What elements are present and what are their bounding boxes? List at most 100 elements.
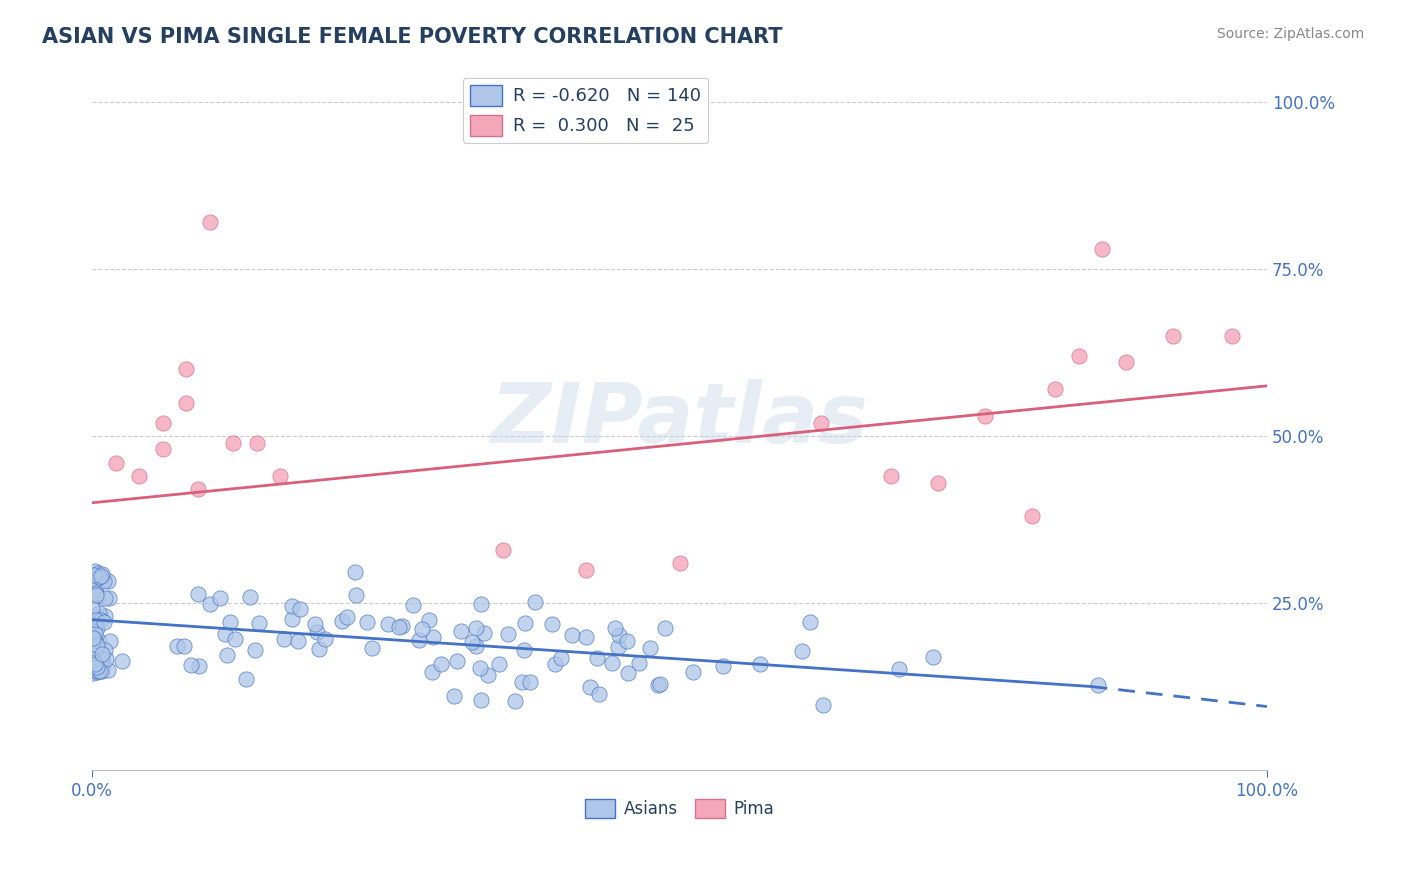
Point [243,642,266,657]
Point [82,575,104,590]
Point [84,657,107,671]
Point [472,626,495,640]
Point [344,588,367,602]
Point [87,566,110,580]
Point [104,456,127,470]
Point [603,621,626,635]
Point [1220,328,1243,343]
Point [246,435,269,450]
Point [574,563,596,577]
Point [235,672,257,686]
Point [387,620,409,634]
Point [314,632,336,646]
Point [1087,678,1109,692]
Point [607,628,630,642]
Point [749,657,772,672]
Legend: Asians, Pima: Asians, Pima [579,792,780,825]
Point [470,597,492,611]
Point [84,626,107,640]
Point [711,658,734,673]
Point [82,665,104,680]
Point [422,630,444,644]
Point [402,599,425,613]
Point [418,613,440,627]
Point [94,609,117,624]
Point [308,641,330,656]
Point [152,442,174,457]
Point [492,542,515,557]
Point [180,657,202,672]
Point [304,616,326,631]
Point [356,615,378,630]
Point [215,648,238,662]
Point [616,634,638,648]
Point [330,614,353,628]
Point [214,627,236,641]
Point [799,615,821,629]
Point [443,690,465,704]
Point [209,591,232,605]
Point [96,652,118,666]
Point [513,643,536,657]
Point [461,634,484,648]
Point [83,659,105,673]
Point [187,587,209,601]
Point [83,634,105,648]
Point [1067,349,1090,363]
Point [813,698,835,713]
Point [638,641,661,656]
Point [128,469,150,483]
Point [222,435,245,450]
Point [91,652,114,666]
Point [510,674,533,689]
Point [361,640,384,655]
Point [82,630,104,644]
Point [82,658,104,673]
Point [90,569,112,583]
Point [515,615,537,630]
Point [880,469,903,483]
Point [1091,242,1114,256]
Point [200,598,222,612]
Point [927,475,949,490]
Point [477,668,499,682]
Point [93,615,115,629]
Point [89,634,111,648]
Point [1161,328,1184,343]
Point [503,694,526,708]
Point [98,591,121,606]
Point [498,627,520,641]
Point [470,693,492,707]
Point [606,640,628,654]
Point [84,664,107,678]
Point [91,647,114,661]
Point [575,630,598,644]
Point [561,628,583,642]
Point [974,409,997,423]
Point [90,574,112,588]
Point [224,632,246,647]
Point [617,665,640,680]
Point [488,657,510,672]
Point [86,610,108,624]
Point [97,574,120,588]
Point [82,633,104,648]
Point [465,621,488,635]
Point [174,362,197,376]
Point [550,650,572,665]
Point [82,631,104,645]
Point [430,657,453,672]
Point [93,591,115,606]
Point [82,600,104,615]
Point [86,611,108,625]
Point [98,634,121,648]
Point [408,632,430,647]
Point [1045,382,1067,396]
Point [174,395,197,409]
Point [247,615,270,630]
Point [600,656,623,670]
Point [86,621,108,635]
Point [83,655,105,669]
Point [83,568,105,582]
Point [470,661,492,675]
